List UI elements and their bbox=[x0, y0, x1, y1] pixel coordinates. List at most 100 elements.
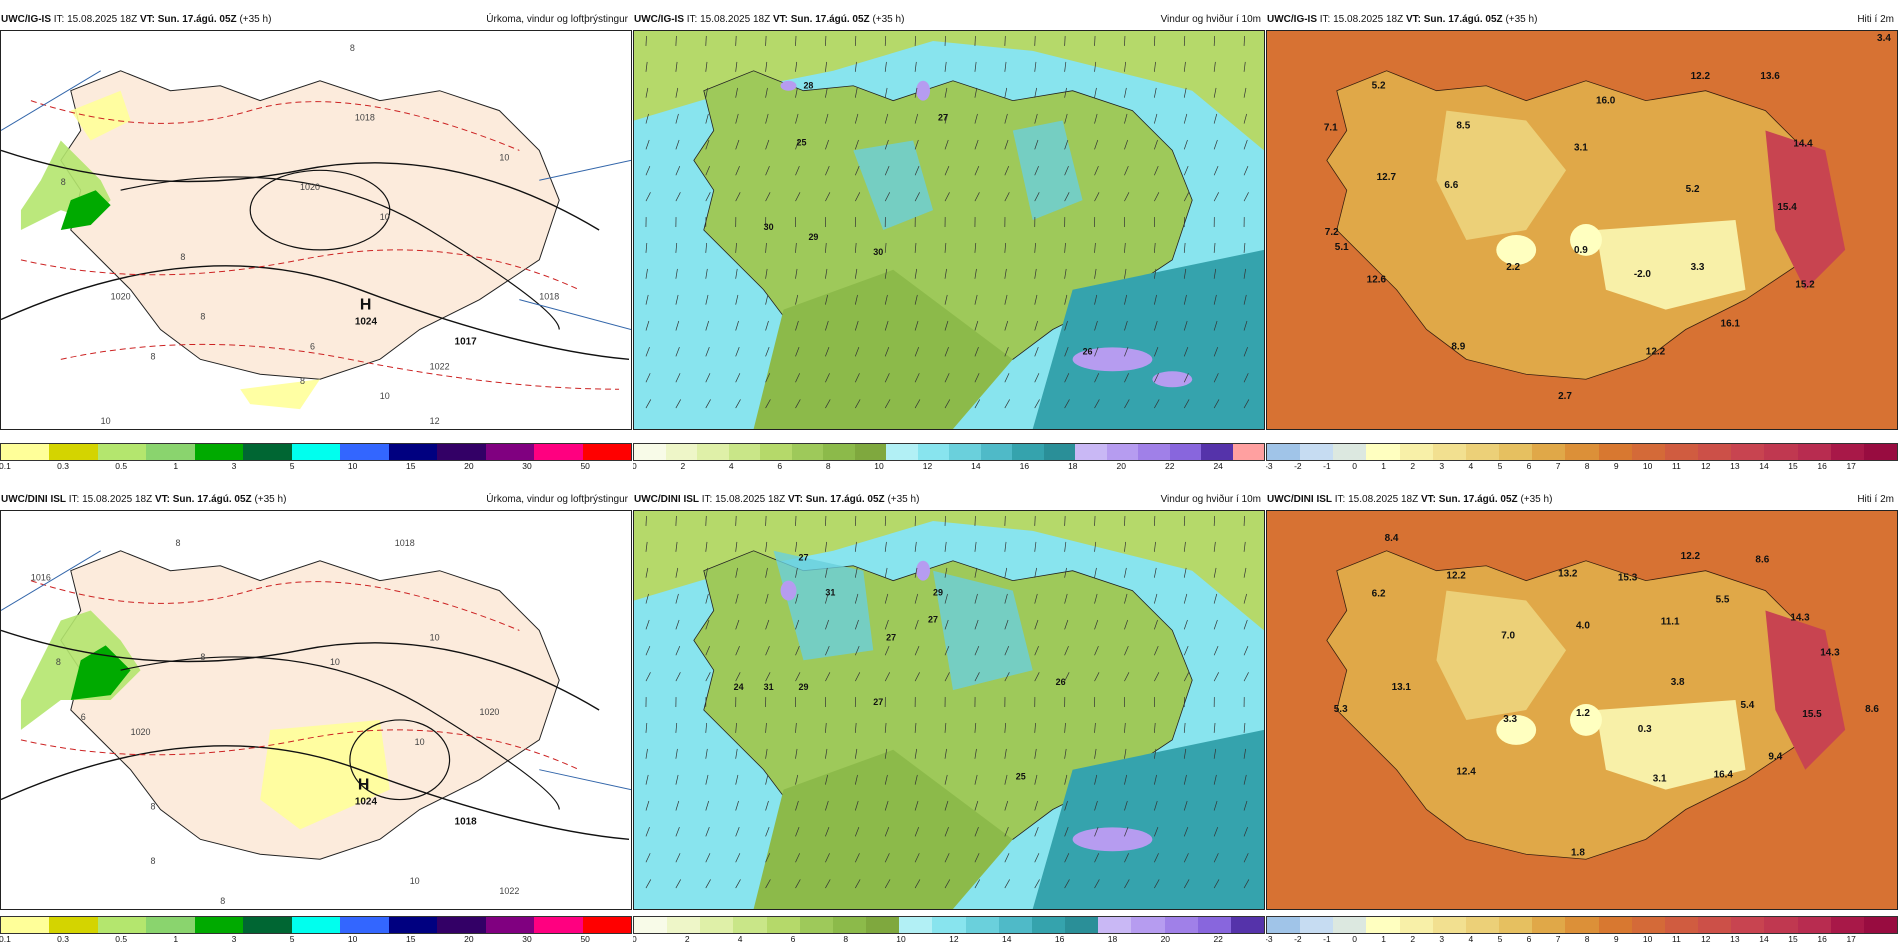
colorbar-label: -3 bbox=[1266, 461, 1273, 471]
wind-arrow bbox=[795, 672, 801, 682]
colorbar-swatch bbox=[634, 444, 666, 460]
panel-header: UWC/DINI ISL IT: 15.08.2025 18Z VT: Sun.… bbox=[0, 490, 632, 510]
wind-arrow bbox=[735, 748, 738, 759]
colorbar-label: 0.3 bbox=[57, 934, 69, 944]
wind-arrow bbox=[944, 567, 948, 578]
panel-wind-top: UWC/IG-IS IT: 15.08.2025 18Z VT: Sun. 17… bbox=[633, 10, 1265, 480]
colorbar-label: 15 bbox=[406, 934, 416, 944]
wind-arrow bbox=[1183, 399, 1190, 409]
wind-arrow bbox=[645, 294, 649, 305]
wind-arrow bbox=[1094, 826, 1099, 837]
colorbar-swatch bbox=[760, 444, 792, 460]
colorbar-swatch bbox=[1, 444, 50, 460]
it-value: 15.08.2025 18Z bbox=[82, 494, 153, 505]
wind-arrow bbox=[735, 515, 737, 526]
gust-label: 26 bbox=[1083, 346, 1093, 356]
wind-arrow bbox=[854, 294, 858, 305]
wind-arrow bbox=[795, 320, 799, 331]
wind-arrow bbox=[1154, 541, 1156, 552]
temp-value: 14.3 bbox=[1790, 612, 1810, 623]
wind-arrow bbox=[705, 748, 708, 759]
wind-arrow bbox=[854, 722, 857, 733]
wind-arrow bbox=[765, 165, 770, 176]
wind-arrow bbox=[884, 672, 891, 682]
wind-arrow bbox=[854, 515, 857, 526]
wind-arrow bbox=[884, 541, 887, 552]
colorbar-label: 15 bbox=[1788, 934, 1798, 944]
wind-arrow bbox=[944, 593, 948, 604]
wind-arrow bbox=[944, 113, 948, 124]
wind-arrow bbox=[944, 35, 946, 46]
wind-arrow bbox=[1124, 35, 1126, 46]
wind-arrow bbox=[825, 800, 829, 811]
wind-arrow bbox=[1243, 192, 1249, 202]
wind-arrow bbox=[1124, 294, 1128, 305]
panel-header: UWC/DINI ISL IT: 15.08.2025 18Z VT: Sun.… bbox=[1266, 490, 1898, 510]
wind-arrow bbox=[1213, 192, 1219, 202]
wind-arrow bbox=[705, 774, 709, 785]
wind-arrow bbox=[854, 541, 857, 552]
colorbar-swatch bbox=[194, 444, 244, 460]
wind-arrow bbox=[645, 800, 650, 811]
wind-arrow bbox=[974, 853, 980, 863]
isobar-label: 1020 bbox=[300, 182, 320, 192]
wind-arrow bbox=[1154, 139, 1158, 150]
wind-arrow bbox=[765, 748, 768, 759]
wind-arrow bbox=[1064, 268, 1067, 279]
wind-arrow bbox=[675, 645, 681, 656]
colorbar-swatch bbox=[1797, 444, 1831, 460]
gust-label: 30 bbox=[873, 247, 883, 257]
wind-arrow bbox=[1213, 748, 1217, 759]
colorbar-label: 7 bbox=[1555, 461, 1561, 471]
wind-arrow bbox=[1213, 399, 1220, 409]
gust-label: 31 bbox=[825, 588, 835, 598]
high-pressure-letter: H bbox=[358, 777, 370, 794]
gust-label: 25 bbox=[1016, 772, 1026, 782]
colorbar-swatch bbox=[1797, 917, 1831, 933]
wind-arrow bbox=[1243, 320, 1248, 331]
it-label: IT: bbox=[1319, 14, 1331, 25]
wind-arrow bbox=[1154, 294, 1157, 305]
wind-map: 27 31 29 27 27 24 31 29 27 26 25 bbox=[633, 510, 1265, 910]
colorbar-label: 8 bbox=[1584, 934, 1590, 944]
lead-time: (+35 h) bbox=[872, 14, 905, 25]
vt-label: VT: bbox=[1405, 14, 1421, 25]
low-pressure-value: 1017 bbox=[455, 336, 478, 347]
wind-arrow bbox=[884, 320, 889, 331]
temp-colorbar bbox=[1266, 916, 1898, 934]
wind-arrow bbox=[1094, 165, 1099, 176]
isobar-label: 1020 bbox=[131, 727, 151, 737]
wind-arrow bbox=[1064, 61, 1067, 72]
wind-arrow bbox=[944, 192, 950, 202]
wind-arrow bbox=[854, 774, 858, 785]
temp-value: 1.8 bbox=[1571, 847, 1585, 858]
wind-arrow bbox=[765, 645, 770, 656]
wind-arrow bbox=[1213, 672, 1219, 682]
wind-arrow bbox=[974, 294, 978, 305]
wind-arrow bbox=[735, 722, 737, 733]
temp-value: 15.2 bbox=[1795, 280, 1815, 291]
wind-arrow bbox=[675, 619, 680, 630]
wind-arrow bbox=[1243, 165, 1249, 176]
wind-arrow bbox=[645, 192, 651, 202]
vt-label: VT: bbox=[139, 14, 155, 25]
colorbar-label: 16 bbox=[1817, 934, 1827, 944]
colorbar-label: -2 bbox=[1294, 461, 1302, 471]
wind-arrow bbox=[974, 672, 980, 682]
wind-arrow bbox=[735, 165, 740, 176]
wind-arrow bbox=[944, 722, 947, 733]
colorbar-label: -2 bbox=[1294, 934, 1302, 944]
colorbar-label: 13 bbox=[1730, 461, 1740, 471]
wind-arrow bbox=[1154, 645, 1159, 656]
temp-value: 12.6 bbox=[1367, 275, 1387, 286]
wind-arrow bbox=[1124, 774, 1128, 785]
wind-arrow bbox=[705, 567, 709, 578]
colorbar-swatch bbox=[998, 917, 1032, 933]
panel-title: Úrkoma, vindur og loftþrýstingur bbox=[486, 494, 628, 505]
wind-arrow bbox=[1243, 87, 1247, 98]
low-pressure-value: 1018 bbox=[455, 816, 478, 827]
wind-arrow bbox=[1004, 853, 1010, 863]
wind-arrow bbox=[1004, 826, 1009, 837]
isobar-label: 1020 bbox=[111, 292, 131, 302]
wind-arrow bbox=[884, 346, 890, 357]
